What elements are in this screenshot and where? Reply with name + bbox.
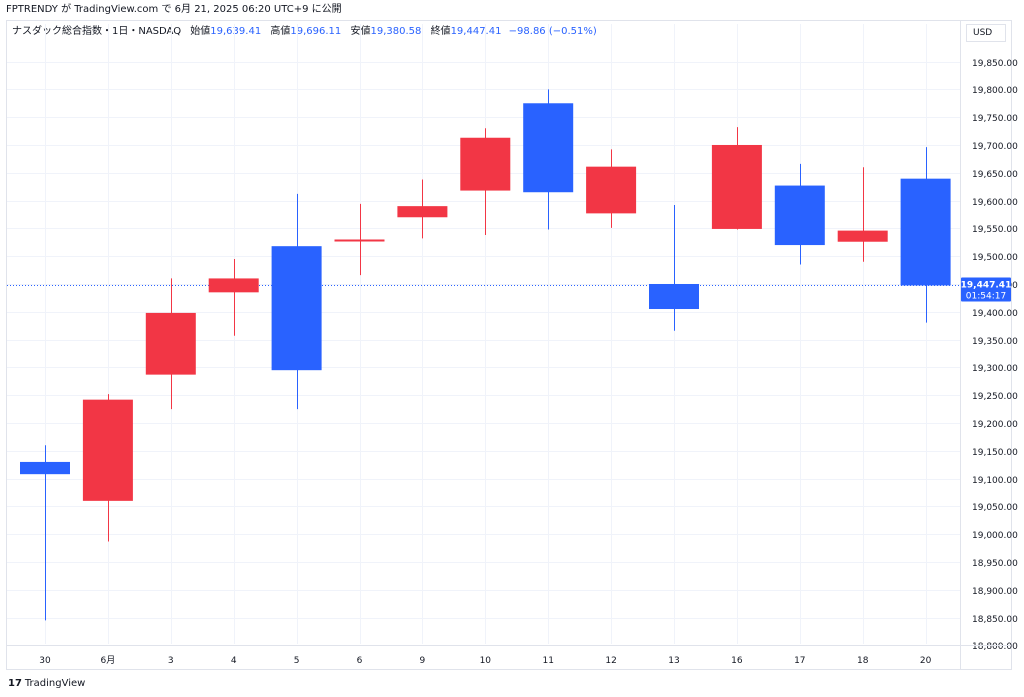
candle-body	[711, 144, 762, 229]
open-value: 19,639.41	[210, 26, 262, 37]
time-tick-label: 9	[420, 656, 426, 666]
tradingview-branding[interactable]: 17 TradingView	[8, 676, 85, 692]
price-tick-label: 19,850.00	[972, 59, 1018, 69]
time-tick-label: 18	[857, 656, 869, 666]
chart-frame	[6, 20, 1012, 670]
price-tick-label: 19,250.00	[972, 392, 1018, 402]
candle-body	[837, 230, 888, 242]
open-label: 始値	[190, 26, 211, 37]
last-price-label: 19,447.41	[961, 281, 1012, 291]
time-tick-label: 6月	[101, 655, 116, 666]
time-tick-label: 6	[357, 656, 363, 666]
price-tick-label: 18,800.00	[972, 642, 1018, 652]
close-value: 19,447.41	[450, 26, 502, 37]
time-tick-label: 11	[542, 656, 553, 666]
price-tick-label: 18,900.00	[972, 587, 1018, 597]
price-tick-label: 18,850.00	[972, 615, 1018, 625]
candle-body	[145, 312, 196, 375]
time-tick-label: 30	[39, 656, 51, 666]
low-value: 19,380.58	[370, 26, 422, 37]
candle-body	[774, 185, 825, 246]
currency-selector[interactable]: USD	[966, 24, 1006, 42]
time-tick-label: 3	[168, 656, 174, 666]
bar-countdown-label: 01:54:17	[966, 292, 1006, 302]
price-tick-label: 19,050.00	[972, 503, 1018, 513]
candle-body	[649, 283, 699, 310]
tradingview-brand-text: TradingView	[24, 678, 86, 689]
price-tick-label: 19,000.00	[972, 531, 1018, 541]
time-tick-label: 13	[668, 656, 679, 666]
price-tick-label: 19,750.00	[972, 114, 1018, 124]
price-tick-label: 19,800.00	[972, 86, 1018, 96]
candle-body	[20, 461, 70, 475]
candle-body	[586, 166, 637, 214]
last-price-box	[961, 277, 1011, 302]
candle-body	[397, 206, 448, 218]
time-tick-label: 10	[480, 656, 492, 666]
time-tick-label: 5	[294, 656, 300, 666]
price-tick-label: 19,100.00	[972, 476, 1018, 486]
candle-body	[900, 178, 951, 286]
time-tick-label: 4	[231, 656, 237, 666]
candle-body	[82, 399, 133, 501]
close-label: 終値	[430, 26, 451, 37]
price-tick-label: 19,600.00	[972, 198, 1018, 208]
candle-body	[334, 239, 385, 242]
change-value: −98.86 (−0.51%)	[508, 26, 597, 37]
price-tick-label: 19,700.00	[972, 142, 1018, 152]
time-tick-label: 16	[731, 656, 743, 666]
symbol-title[interactable]: ナスダック総合指数・1日・NASDAQ	[12, 26, 182, 37]
price-tick-label: 19,150.00	[972, 448, 1018, 458]
time-tick-label: 17	[794, 656, 805, 666]
tradingview-logo-icon: 17	[8, 678, 22, 689]
price-tick-label: 19,200.00	[972, 420, 1018, 430]
price-tick-label: 19,550.00	[972, 225, 1018, 235]
candle-body	[523, 103, 574, 193]
price-tick-label: 18,950.00	[972, 559, 1018, 569]
high-value: 19,696.11	[290, 26, 342, 37]
price-tick-label: 19,350.00	[972, 337, 1018, 347]
price-tick-label: 19,650.00	[972, 170, 1018, 180]
publish-caption: FPTRENDY が TradingView.com で 6月 21, 2025…	[6, 4, 342, 15]
time-tick-label: 12	[605, 656, 616, 666]
candle-body	[208, 278, 259, 293]
time-tick-label: 20	[920, 656, 932, 666]
high-label: 高値	[270, 26, 291, 37]
price-tick-label: 19,400.00	[972, 309, 1018, 319]
candle-body	[271, 246, 322, 371]
price-tick-label: 19,300.00	[972, 364, 1018, 374]
price-tick-label: 19,500.00	[972, 253, 1018, 263]
candle-body	[460, 137, 511, 191]
